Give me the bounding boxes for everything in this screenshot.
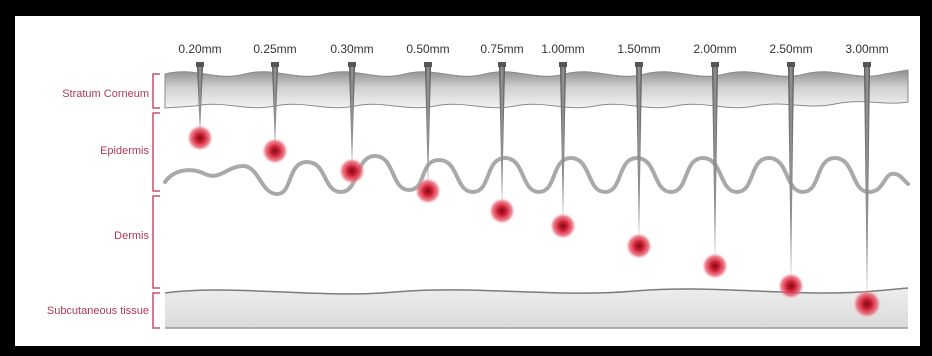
needle-cap xyxy=(635,62,643,67)
needle-cap xyxy=(787,62,795,67)
subcutaneous-layer xyxy=(165,288,908,328)
penetration-dot xyxy=(339,158,365,184)
layer-label-epidermis: Epidermis xyxy=(100,145,149,157)
layer-label-stratum-corneum: Stratum Corneum xyxy=(62,88,149,100)
penetration-dot xyxy=(550,213,576,239)
layer-brackets xyxy=(152,73,160,329)
bracket-dermis xyxy=(152,195,160,289)
needle xyxy=(778,62,804,299)
penetration-dot xyxy=(262,138,288,164)
needle-cap xyxy=(711,62,719,67)
needle xyxy=(339,62,365,184)
depth-label: 3.00mm xyxy=(845,42,888,56)
depth-label: 1.00mm xyxy=(541,42,584,56)
needle xyxy=(187,62,213,151)
depth-label: 0.25mm xyxy=(253,42,296,56)
bracket-epidermis xyxy=(152,112,160,192)
needle xyxy=(702,62,728,279)
needles xyxy=(187,62,881,318)
needle-shaft xyxy=(712,67,718,262)
needle xyxy=(853,62,881,318)
depth-label: 0.50mm xyxy=(406,42,449,56)
depth-label: 0.20mm xyxy=(178,42,221,56)
needle-shaft xyxy=(425,67,431,187)
subcutaneous-top-line xyxy=(164,287,909,295)
needle xyxy=(415,62,441,204)
penetration-dot xyxy=(702,253,728,279)
needle-shaft xyxy=(197,67,203,134)
needle-shaft xyxy=(636,67,642,242)
needle xyxy=(262,62,288,164)
layer-label-subcutaneous: Subcutaneous tissue xyxy=(47,305,149,317)
needle xyxy=(489,62,515,224)
penetration-dot xyxy=(187,125,213,151)
needle-cap xyxy=(498,62,506,67)
needle-shaft xyxy=(560,67,566,222)
microneedle-depth-diagram: Stratum Corneum Epidermis Dermis Subcuta… xyxy=(47,42,910,329)
penetration-dot xyxy=(626,233,652,259)
bracket-subcutaneous xyxy=(152,292,160,329)
layer-label-dermis: Dermis xyxy=(114,230,149,242)
penetration-dot xyxy=(853,290,881,318)
depth-label: 2.50mm xyxy=(769,42,812,56)
diagram-panel: Stratum Corneum Epidermis Dermis Subcuta… xyxy=(15,16,920,346)
needle-cap xyxy=(863,62,871,67)
needle-shaft xyxy=(864,67,870,300)
depth-labels: 0.20mm 0.25mm 0.30mm 0.50mm 0.75mm 1.00m… xyxy=(178,42,888,56)
needle-cap xyxy=(559,62,567,67)
needle-shaft xyxy=(349,67,355,167)
penetration-dot xyxy=(778,273,804,299)
depth-label: 0.75mm xyxy=(480,42,523,56)
needle xyxy=(550,62,576,239)
needle-cap xyxy=(271,62,279,67)
depth-label: 0.30mm xyxy=(330,42,373,56)
penetration-dot xyxy=(415,178,441,204)
penetration-dot xyxy=(489,198,515,224)
bracket-stratum-corneum xyxy=(152,73,160,109)
needle-shaft xyxy=(788,67,794,282)
needle-shaft xyxy=(272,67,278,147)
epidermis-dermis-boundary xyxy=(163,153,910,197)
depth-label: 1.50mm xyxy=(617,42,660,56)
needle-shaft xyxy=(499,67,505,207)
depth-label: 2.00mm xyxy=(693,42,736,56)
needle-cap xyxy=(196,62,204,67)
needle-cap xyxy=(348,62,356,67)
needle-cap xyxy=(424,62,432,67)
needle xyxy=(626,62,652,259)
